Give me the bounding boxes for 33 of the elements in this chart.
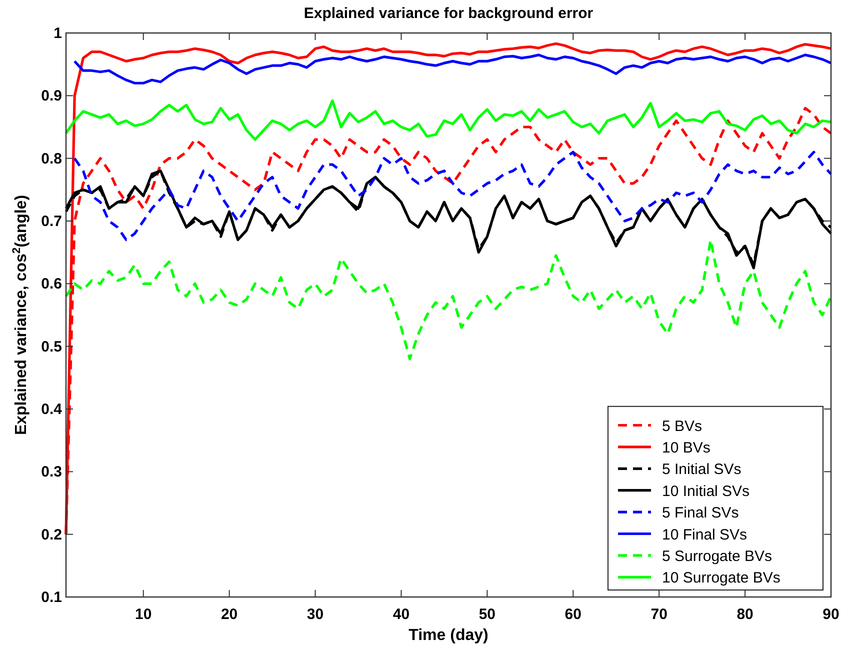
legend-label: 10 BVs <box>662 439 710 456</box>
line-series <box>64 238 832 360</box>
y-tick-label: 1 <box>54 25 62 42</box>
legend-label: 5 Initial SVs <box>662 461 742 478</box>
line-series <box>64 99 832 141</box>
legend-label: 10 Surrogate BVs <box>662 570 780 587</box>
x-tick-label: 30 <box>306 606 324 623</box>
x-tick-label: 60 <box>564 606 582 623</box>
x-tick-label: 80 <box>736 606 754 623</box>
y-tick-label: 0.7 <box>41 213 62 230</box>
x-tick-label: 40 <box>392 606 410 623</box>
legend-label: 5 Final SVs <box>662 504 739 522</box>
y-tick-label: 0.6 <box>41 276 62 293</box>
y-tick-label: 0.5 <box>41 338 62 356</box>
y-tick-label: 0.1 <box>41 589 62 606</box>
legend-label: 5 BVs <box>662 418 702 435</box>
line-series <box>73 54 832 84</box>
x-tick-label: 50 <box>478 606 496 623</box>
y-tick-label: 0.3 <box>41 464 62 481</box>
y-tick-label: 0.9 <box>41 88 62 105</box>
chart-title: Explained variance for background error <box>304 5 594 22</box>
x-axis-title: Time (day) <box>408 627 488 644</box>
y-tick-label: 0.4 <box>41 401 63 418</box>
legend-label: 5 Surrogate BVs <box>662 548 772 565</box>
x-tick-label: 20 <box>220 606 238 623</box>
y-tick-label: 0.8 <box>41 150 62 168</box>
x-tick-label: 90 <box>822 606 840 623</box>
legend-label: 10 Final SVs <box>662 526 748 544</box>
x-tick-label: 70 <box>650 606 668 623</box>
x-tick-label: 10 <box>135 606 152 623</box>
legend-label: 10 Initial SVs <box>662 482 750 500</box>
line-series <box>73 150 832 242</box>
y-tick-label: 0.2 <box>41 526 62 544</box>
